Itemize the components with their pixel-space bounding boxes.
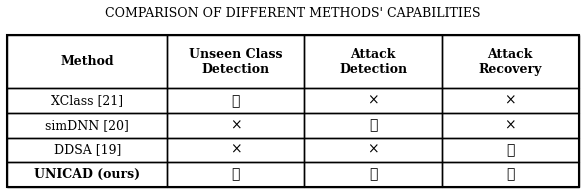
Bar <box>305 89 442 113</box>
Text: ✓: ✓ <box>369 168 377 181</box>
Text: Unseen Class
Detection: Unseen Class Detection <box>189 48 282 76</box>
Text: simDNN [20]: simDNN [20] <box>45 119 129 132</box>
Text: ×: × <box>367 143 379 157</box>
Bar <box>167 113 305 138</box>
Text: COMPARISON OF DIFFERENT METHODS' CAPABILITIES: COMPARISON OF DIFFERENT METHODS' CAPABIL… <box>105 7 481 20</box>
Text: ×: × <box>367 94 379 108</box>
Bar <box>305 162 442 187</box>
Text: ×: × <box>505 94 516 108</box>
Bar <box>167 89 305 113</box>
Bar <box>442 113 579 138</box>
Bar <box>305 36 442 89</box>
Bar <box>7 138 167 162</box>
Text: ×: × <box>230 118 241 132</box>
Bar <box>167 162 305 187</box>
Bar <box>7 162 167 187</box>
Text: ✓: ✓ <box>231 94 240 108</box>
Bar <box>167 36 305 89</box>
Bar <box>442 89 579 113</box>
Bar <box>305 138 442 162</box>
Bar <box>7 36 167 89</box>
Text: ×: × <box>230 143 241 157</box>
Text: Method: Method <box>60 55 114 68</box>
Text: DDSA [19]: DDSA [19] <box>53 143 121 156</box>
Text: Attack
Detection: Attack Detection <box>339 48 407 76</box>
Bar <box>7 89 167 113</box>
Text: ✓: ✓ <box>231 168 240 181</box>
Text: UNICAD (ours): UNICAD (ours) <box>34 168 140 181</box>
Text: Attack
Recovery: Attack Recovery <box>479 48 542 76</box>
Text: ✓: ✓ <box>506 168 515 181</box>
Bar <box>167 138 305 162</box>
Bar <box>7 36 579 187</box>
Bar <box>7 113 167 138</box>
Bar <box>442 162 579 187</box>
Text: XClass [21]: XClass [21] <box>51 94 123 107</box>
Text: ×: × <box>505 118 516 132</box>
Bar <box>305 113 442 138</box>
Bar <box>442 138 579 162</box>
Text: ✓: ✓ <box>369 118 377 132</box>
Bar <box>442 36 579 89</box>
Text: ✓: ✓ <box>506 143 515 157</box>
